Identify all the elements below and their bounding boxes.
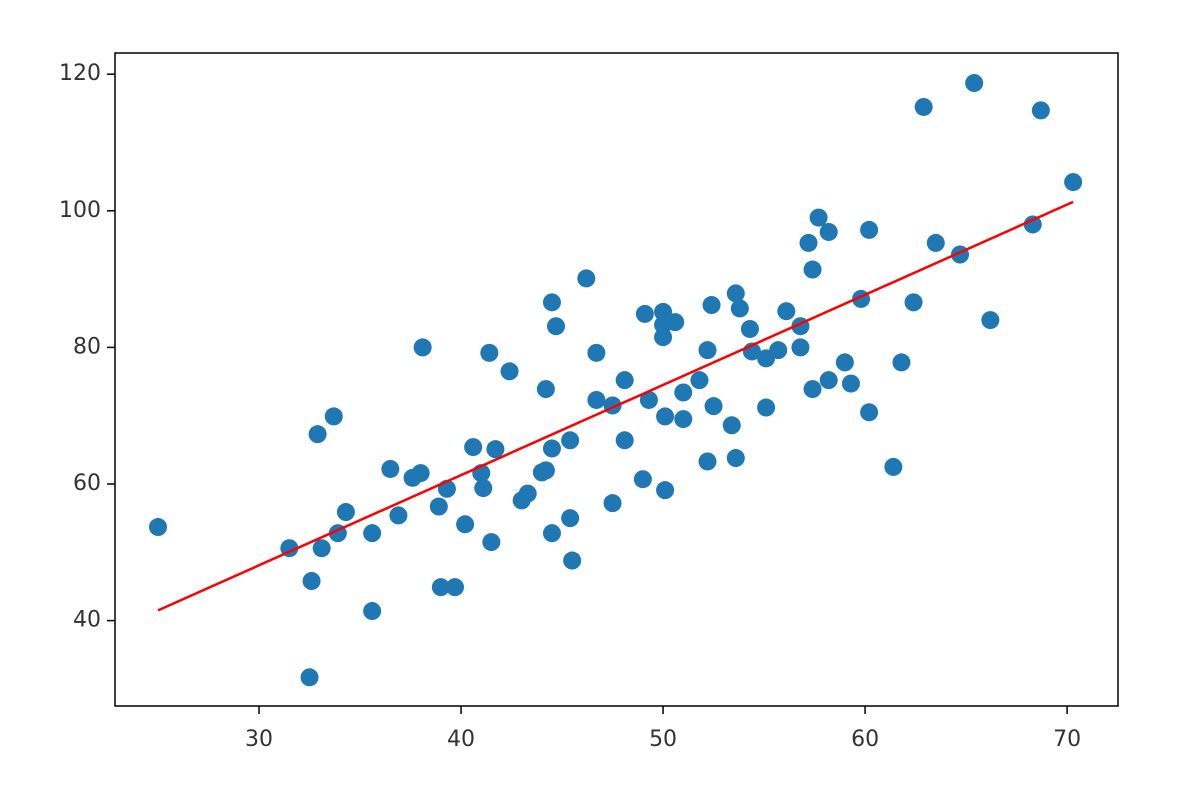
point [809, 208, 828, 227]
point [803, 380, 822, 399]
point [474, 479, 493, 498]
point [769, 341, 788, 360]
point [835, 353, 854, 372]
fit-line [157, 200, 1074, 612]
point [656, 481, 675, 500]
point [674, 410, 693, 429]
point [654, 302, 673, 321]
y-tick-label: 100 [59, 198, 101, 223]
point [704, 397, 723, 416]
point [561, 431, 580, 450]
point [389, 506, 408, 525]
point [464, 438, 483, 457]
point [563, 551, 582, 570]
x-tick-label: 30 [245, 727, 273, 752]
x-tick-label: 40 [447, 727, 475, 752]
point [698, 341, 717, 360]
point [500, 362, 519, 381]
point [860, 403, 879, 422]
x-tick-label: 50 [649, 727, 677, 752]
point [363, 524, 382, 543]
point [674, 383, 693, 402]
point [308, 425, 327, 444]
point [411, 464, 430, 483]
point [486, 440, 505, 459]
point [799, 233, 818, 252]
point [546, 317, 565, 336]
point [149, 518, 168, 537]
point [690, 371, 709, 390]
point [904, 293, 923, 312]
point [542, 524, 561, 543]
point [702, 296, 721, 315]
point [656, 407, 675, 426]
y-tick-label: 120 [59, 61, 101, 86]
point [819, 371, 838, 390]
point [860, 220, 879, 239]
point [633, 470, 652, 489]
point [726, 449, 745, 468]
point [730, 299, 749, 318]
point [740, 319, 759, 338]
point [336, 503, 355, 522]
y-tick-label: 80 [73, 334, 101, 359]
point [635, 304, 654, 323]
point [803, 260, 822, 279]
plot-frame [114, 52, 1119, 707]
point [482, 533, 501, 552]
point [536, 380, 555, 399]
point [757, 398, 776, 417]
point [413, 338, 432, 357]
point [698, 452, 717, 471]
point [981, 311, 1000, 330]
point [312, 539, 331, 558]
point [542, 293, 561, 312]
point [536, 461, 555, 480]
point [518, 484, 537, 503]
point [324, 407, 343, 426]
point [722, 416, 741, 435]
point [300, 668, 319, 687]
point [381, 459, 400, 478]
point [445, 578, 464, 597]
point [456, 515, 475, 534]
point [577, 269, 596, 288]
point [1064, 173, 1083, 192]
point [819, 222, 838, 241]
y-tick-label: 40 [73, 608, 101, 633]
point [926, 233, 945, 252]
point [542, 439, 561, 458]
point [1023, 215, 1042, 234]
point [615, 431, 634, 450]
point [884, 457, 903, 476]
point [603, 494, 622, 513]
point [654, 328, 673, 347]
point [639, 390, 658, 409]
x-tick-label: 60 [851, 727, 879, 752]
point [561, 509, 580, 528]
point [777, 302, 796, 321]
point [480, 343, 499, 362]
point [892, 353, 911, 372]
point [363, 602, 382, 621]
point [587, 343, 606, 362]
point [431, 578, 450, 597]
point [914, 97, 933, 116]
point [965, 74, 984, 93]
point [791, 338, 810, 357]
point [726, 284, 745, 303]
point [841, 374, 860, 393]
x-tick-label: 70 [1053, 727, 1081, 752]
point [666, 313, 685, 332]
point [1031, 101, 1050, 120]
point [429, 497, 448, 516]
point [587, 390, 606, 409]
y-tick-label: 60 [73, 471, 101, 496]
point [615, 371, 634, 390]
point [302, 572, 321, 591]
